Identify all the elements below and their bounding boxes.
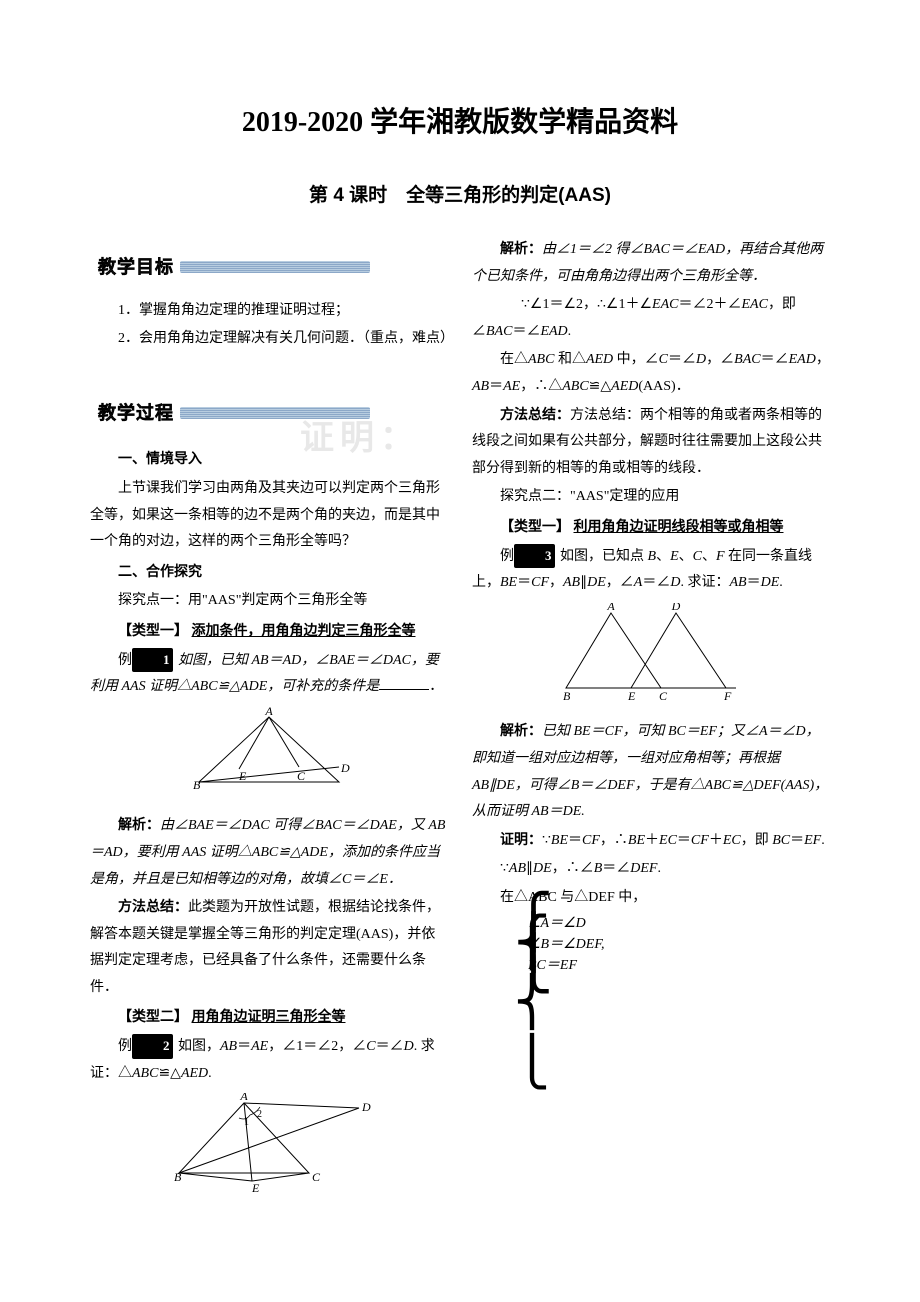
- svg-text:D: D: [361, 1100, 371, 1114]
- svg-text:D: D: [340, 761, 350, 775]
- svg-text:E: E: [627, 689, 636, 703]
- example-badge-1: 1: [132, 648, 173, 673]
- example2: 例2 如图，AB＝AE，∠1＝∠2，∠C＝∠D. 求证：△ABC≌△AED.: [90, 1034, 448, 1087]
- type1-label: 【类型一】 添加条件，用角角边判定三角形全等: [90, 619, 448, 646]
- figure-1: A B E C D: [90, 707, 448, 808]
- svg-text:A: A: [606, 603, 615, 613]
- ex2-proof2: 在△ABC 和△AED 中，∠C＝∠D，∠BAC＝∠EAD，AB＝AE，∴△AB…: [472, 347, 830, 400]
- banner-process: 教学过程: [90, 393, 370, 423]
- svg-text:A: A: [239, 1093, 248, 1103]
- example-badge-3: 3: [514, 544, 555, 569]
- banner-text-1: 教学目标: [98, 250, 174, 284]
- eq-line-2: ∠B＝∠DEF,: [528, 934, 830, 955]
- banner-objectives: 教学目标: [90, 247, 370, 277]
- figure-3: A D B E C F: [472, 603, 830, 714]
- svg-text:2: 2: [257, 1109, 262, 1120]
- heading-intro: 一、情境导入: [90, 447, 448, 474]
- content-columns: 教学目标 1．掌握角角边定理的推理证明过程； 2．会用角角边定理解决有关几何问题…: [90, 237, 830, 1204]
- svg-text:F: F: [723, 689, 732, 703]
- ex3-analysis: 解析：已知 BE＝CF，可知 BC＝EF；又∠A＝∠D，即知道一组对应边相等，一…: [472, 719, 830, 825]
- example3: 例3 如图，已知点 B、E、C、F 在同一条直线上，BE＝CF，AB∥DE，∠A…: [472, 544, 830, 597]
- ex3-proof2: ∵AB∥DE，∴∠B＝∠DEF.: [472, 856, 830, 883]
- eq-line-1: ∠A＝∠D: [528, 913, 830, 934]
- explore2-title: 探究点二："AAS"定理的应用: [472, 484, 830, 511]
- explore1-title: 探究点一：用"AAS"判定两个三角形全等: [90, 588, 448, 615]
- ex1-analysis: 解析：解析：由∠BAE＝∠DAC 可得∠BAC＝∠DAE，又 AB＝AD，要利用…: [90, 813, 448, 893]
- equation-system: ⎧⎨⎩ ⎧ ⎨ ⎩ ∠A＝∠D ∠B＝∠DEF, BC＝EF: [514, 913, 830, 976]
- heading-explore: 二、合作探究: [90, 560, 448, 587]
- svg-text:E: E: [238, 769, 247, 783]
- main-title: 2019-2020 学年湘教版数学精品资料: [90, 100, 830, 140]
- example-badge-2: 2: [132, 1034, 173, 1059]
- sub-title: 第 4 课时 全等三角形的判定(AAS): [90, 180, 830, 207]
- svg-text:A: A: [264, 707, 273, 718]
- example1: 例1 如图，已知 AB＝AD，∠BAE＝∠DAC，要利用 AAS 证明△ABC≌…: [90, 648, 448, 701]
- svg-text:C: C: [312, 1170, 321, 1184]
- figure-2: A B C D E 1 2: [90, 1093, 448, 1204]
- ex2-proof1: ∵∠1＝∠2，∴∠1＋∠EAC＝∠2＋∠EAC，即∠BAC＝∠EAD.: [472, 292, 830, 345]
- objective-1: 1．掌握角角边定理的推理证明过程；: [90, 298, 448, 325]
- ex1-method: 方法总结：方法总结：此类题为开放性试题，根据结论找条件，解答本题关键是掌握全等三…: [90, 895, 448, 1001]
- svg-text:B: B: [563, 689, 571, 703]
- svg-text:C: C: [659, 689, 668, 703]
- svg-text:D: D: [671, 603, 681, 613]
- type2-label: 【类型二】 用角角边证明三角形全等: [90, 1005, 448, 1032]
- intro-para: 上节课我们学习由两角及其夹边可以判定两个三角形全等，如果这一条相等的边不是两个角…: [90, 476, 448, 556]
- svg-text:C: C: [297, 769, 306, 783]
- svg-text:B: B: [174, 1170, 182, 1184]
- eq-line-3: BC＝EF: [528, 955, 830, 976]
- svg-text:E: E: [251, 1181, 260, 1193]
- objective-2: 2．会用角角边定理解决有关几何问题．（重点，难点）: [90, 326, 448, 353]
- col2-type1-label: 【类型一】 利用角角边证明线段相等或角相等: [472, 515, 830, 542]
- ex3-proof1: 证明：∵BE＝CF，∴BE＋EC＝CF＋EC，即 BC＝EF.: [472, 828, 830, 855]
- ex2-analysis: 解析：由∠1＝∠2 得∠BAC＝∠EAD，再结合其他两个已知条件，可由角角边得出…: [472, 237, 830, 290]
- banner-text-2: 教学过程: [98, 396, 174, 430]
- svg-text:B: B: [193, 778, 201, 792]
- ex2-method: 方法总结：方法总结：两个相等的角或者两条相等的线段之间如果有公共部分，解题时往往…: [472, 403, 830, 483]
